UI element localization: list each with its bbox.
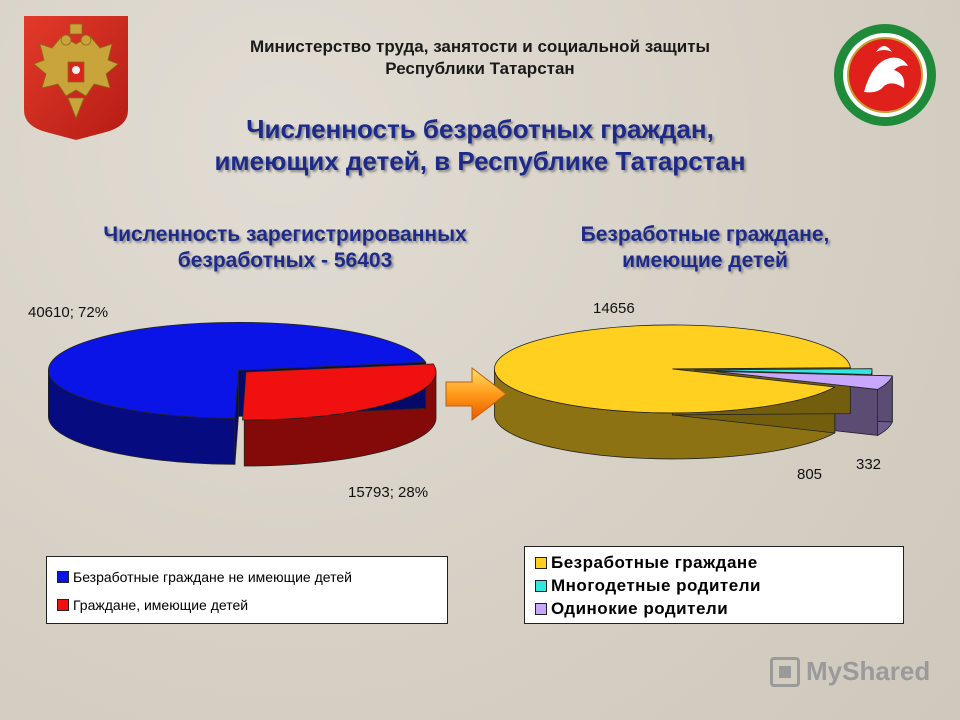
legend-swatch-yellow xyxy=(535,557,547,569)
legend-swatch-blue xyxy=(57,571,69,583)
legend-label: Безработные граждане не имеющие детей xyxy=(73,569,352,585)
legend-label: Граждане, имеющие детей xyxy=(73,597,249,613)
arrow-right-icon xyxy=(445,366,507,422)
legend-item: Безработные граждане xyxy=(535,553,758,573)
right-slice-label-2: 805 xyxy=(797,466,823,483)
legend-swatch-red xyxy=(57,599,69,611)
coat-of-arms-tatarstan-icon xyxy=(834,24,936,126)
legend-item: Безработные граждане не имеющие детей xyxy=(57,569,352,585)
left-chart-title-text: Численность зарегистрированных безработн… xyxy=(103,223,467,272)
right-slice-label-0: 14656 xyxy=(593,300,635,317)
left-slice-1 xyxy=(48,321,427,419)
legend-swatch-lilac xyxy=(535,603,547,615)
watermark-logo-icon xyxy=(770,656,800,687)
right-slice-0 xyxy=(693,368,873,375)
left-legend: Безработные граждане не имеющие детей Гр… xyxy=(46,556,448,624)
legend-label: Одинокие родители xyxy=(551,599,729,618)
page-title-line2: имеющих детей, в Республике Татарстан xyxy=(214,146,746,176)
header-line1: Министерство труда, занятости и социальн… xyxy=(249,37,711,56)
header-line2: Республики Татарстан xyxy=(385,59,575,78)
right-slice-2 xyxy=(494,324,851,414)
legend-item: Одинокие родители xyxy=(535,599,728,619)
right-slice-label-1: 332 xyxy=(856,456,882,473)
coat-of-arms-russia-icon xyxy=(24,16,128,140)
legend-label: Безработные граждане xyxy=(551,553,758,572)
right-slice-1 xyxy=(715,371,893,390)
watermark-text: MyShared xyxy=(806,656,931,686)
right-legend: Безработные граждане Многодетные родител… xyxy=(524,546,904,624)
left-slice-label-1: 15793; 28% xyxy=(348,484,429,501)
page-title-line1: Численность безработных граждан, xyxy=(246,114,714,144)
left-slice-0 xyxy=(242,363,437,421)
left-slice-label-0: 40610; 72% xyxy=(28,304,109,321)
legend-swatch-cyan xyxy=(535,580,547,592)
legend-item: Граждане, имеющие детей xyxy=(57,597,248,613)
legend-label: Многодетные родители xyxy=(551,576,761,595)
watermark: MyShared xyxy=(770,656,930,687)
right-chart-title: Безработные граждане, имеющие детей xyxy=(540,222,870,274)
right-chart-title-text: Безработные граждане, имеющие детей xyxy=(580,223,830,272)
left-chart-title: Численность зарегистрированных безработн… xyxy=(60,222,510,274)
legend-item: Многодетные родители xyxy=(535,576,761,596)
